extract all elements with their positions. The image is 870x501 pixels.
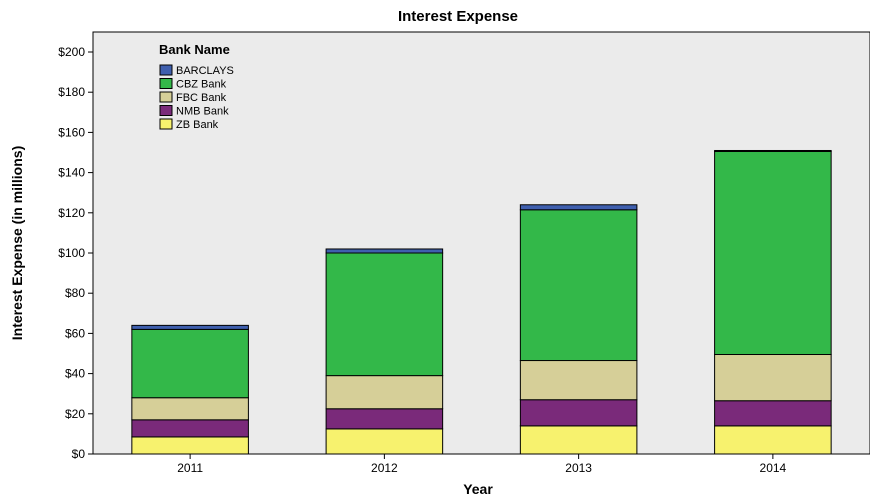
bar-nmb-bank-2014 [714,400,832,427]
bar-cbz-bank-2011 [131,328,249,399]
legend-label: FBC Bank [176,92,227,104]
y-tick-label: $180 [58,85,85,99]
legend-label: CBZ Bank [176,79,227,91]
bar-fbc-bank-2013 [519,360,638,401]
bar-zb-bank-2011 [131,436,249,455]
y-tick-label: $100 [58,246,85,260]
legend-swatch [159,105,173,116]
x-axis: 2011 2012 2013 2014 [177,454,787,475]
y-tick-label: $80 [65,286,85,300]
y-tick-label: $60 [65,326,85,340]
bar-cbz-bank-2014 [714,150,832,356]
y-tick-label: $200 [58,45,85,59]
x-tick-label: 2012 [371,461,398,475]
bar-zb-bank-2013 [519,425,638,455]
bar-nmb-bank-2013 [519,399,638,427]
bar-fbc-bank-2011 [131,397,249,421]
y-axis-title: Interest Expense (in millions) [9,146,25,341]
x-tick-label: 2014 [760,461,787,475]
y-tick-label: $0 [72,447,86,461]
y-tick-label: $40 [65,367,85,381]
y-tick-label: $140 [58,166,85,180]
bar-barclays-2014 [714,149,832,152]
x-tick-label: 2013 [565,461,592,475]
bar-fbc-bank-2012 [325,375,444,410]
y-tick-label: $120 [58,206,85,220]
legend-swatch [159,91,173,103]
legend-label: ZB Bank [176,119,219,131]
bar-nmb-bank-2012 [325,408,444,430]
bars-layer [131,149,832,455]
bar-barclays-2012 [325,248,444,254]
bar-barclays-2011 [131,324,249,330]
bar-cbz-bank-2012 [325,252,444,377]
legend-title: Bank Name [159,42,230,57]
y-tick-label: $20 [65,407,85,421]
bar-zb-bank-2014 [714,425,832,455]
bar-nmb-bank-2011 [131,419,249,438]
bar-cbz-bank-2013 [519,209,638,362]
legend-swatch [159,118,173,130]
legend-swatch [159,78,173,89]
x-tick-label: 2011 [177,461,203,475]
legend-label: NMB Bank [176,106,229,118]
legend-label: BARCLAYS [176,65,234,77]
x-axis-title: Year [463,481,493,497]
y-tick-label: $160 [58,125,85,139]
bar-barclays-2013 [519,204,638,211]
chart-title: Interest Expense [398,8,518,25]
bar-zb-bank-2012 [325,428,444,455]
bar-fbc-bank-2014 [714,354,832,402]
legend-swatch [159,64,173,76]
y-axis: $0 $20 $40 $60 $80 $100 $120 $140 $160 $180 $200 [58,45,93,461]
